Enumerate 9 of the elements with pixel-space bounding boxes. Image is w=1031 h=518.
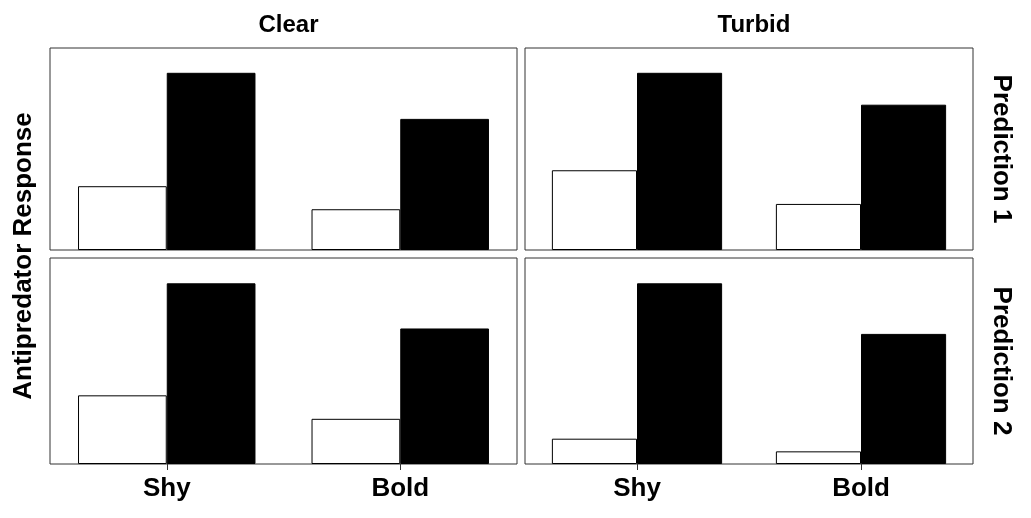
x-tick-label: Bold [371, 472, 430, 502]
y2-axis-title: Prediction 1 [988, 74, 1018, 224]
y-axis-title: Antipredator Response [7, 112, 37, 400]
chart-title: Clear [258, 9, 319, 37]
y2-axis-title: Prediction 2 [988, 286, 1018, 436]
x-tick-label: Bold [832, 472, 890, 502]
x-tick-label: Shy [142, 472, 192, 502]
chart-title: Turbid [717, 9, 791, 37]
x-tick-label: Shy [613, 472, 662, 502]
